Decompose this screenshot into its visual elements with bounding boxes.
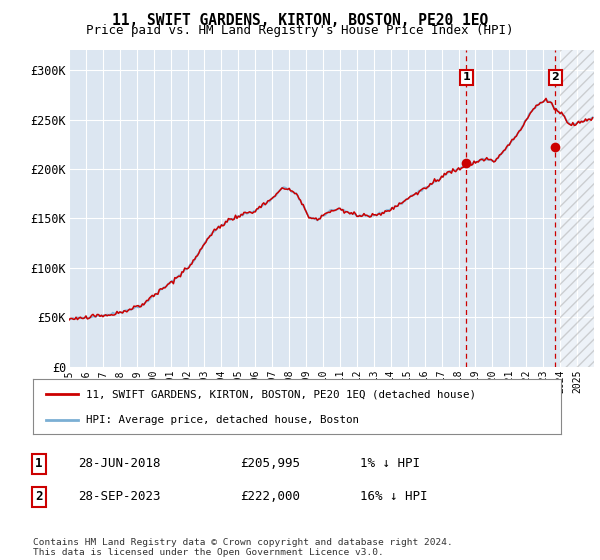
Bar [560, 50, 594, 367]
Text: 2: 2 [551, 72, 559, 82]
Text: 1% ↓ HPI: 1% ↓ HPI [360, 457, 420, 470]
Text: HPI: Average price, detached house, Boston: HPI: Average price, detached house, Bost… [86, 415, 359, 424]
Text: 1: 1 [35, 457, 43, 470]
Text: 28-JUN-2018: 28-JUN-2018 [78, 457, 161, 470]
Text: 16% ↓ HPI: 16% ↓ HPI [360, 490, 427, 503]
Text: £205,995: £205,995 [240, 457, 300, 470]
Text: Price paid vs. HM Land Registry's House Price Index (HPI): Price paid vs. HM Land Registry's House … [86, 24, 514, 37]
Text: £222,000: £222,000 [240, 490, 300, 503]
Text: Contains HM Land Registry data © Crown copyright and database right 2024.
This d: Contains HM Land Registry data © Crown c… [33, 538, 453, 557]
Text: 11, SWIFT GARDENS, KIRTON, BOSTON, PE20 1EQ (detached house): 11, SWIFT GARDENS, KIRTON, BOSTON, PE20 … [86, 390, 476, 399]
Text: 11, SWIFT GARDENS, KIRTON, BOSTON, PE20 1EQ: 11, SWIFT GARDENS, KIRTON, BOSTON, PE20 … [112, 13, 488, 28]
Text: 1: 1 [463, 72, 470, 82]
Text: 28-SEP-2023: 28-SEP-2023 [78, 490, 161, 503]
Text: 2: 2 [35, 490, 43, 503]
